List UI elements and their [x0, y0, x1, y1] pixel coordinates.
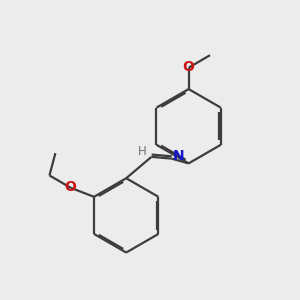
Text: H: H [138, 145, 146, 158]
Text: O: O [64, 180, 76, 194]
Text: N: N [173, 148, 185, 163]
Text: O: O [182, 60, 194, 74]
